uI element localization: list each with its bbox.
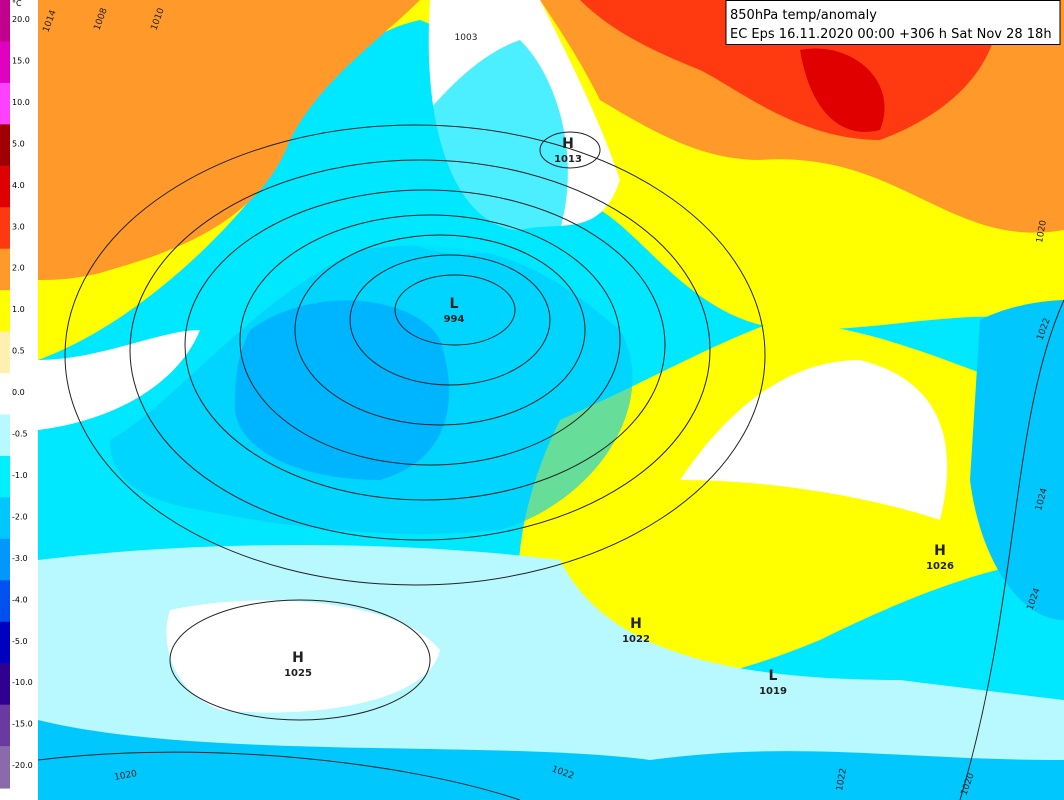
legend-band [0,207,10,250]
cold-zone [110,245,633,534]
center-letter: H [292,650,304,666]
legend-label: 1.0 [12,305,25,314]
warm-zone [38,0,420,280]
legend-label: -4.0 [12,595,28,604]
legend-label: -5.0 [12,637,28,646]
isobars [37,124,1064,800]
legend-label: -2.0 [12,512,28,521]
legend-band [0,497,10,540]
legend-label: -20.0 [12,761,33,770]
legend-label: 20.0 [12,15,30,24]
legend-band [0,290,10,333]
isobar-label: 1020 [114,769,139,783]
cold-zone [38,720,1064,800]
legend-band [0,538,10,582]
legend-band [0,124,10,167]
neutral-zone [680,360,948,520]
legend-label: -1.0 [12,471,28,480]
legend-label: 0.5 [12,347,25,356]
legend-band [0,414,10,457]
legend-band [0,0,10,43]
legend-band [0,82,10,126]
isobar-label: 1003 [455,33,478,43]
legend-band [0,580,10,623]
center-letter: L [769,668,778,684]
center-letter: H [630,616,642,632]
legend-band [0,746,10,789]
legend-label: 10.0 [12,98,30,107]
center-value: 994 [444,314,465,325]
legend-band [0,248,10,292]
legend-band [0,41,10,84]
map-field [38,0,1064,800]
neutral-zone [38,330,200,430]
center-letter: L [450,296,459,312]
title-line: 850hPa temp/anomaly [730,8,877,23]
isobar-label: 1022 [835,768,849,792]
legend-unit: °C [12,0,22,8]
legend-band [0,331,10,375]
legend-band [0,165,10,209]
greenland [360,40,568,254]
legend-label: -0.5 [12,430,28,439]
legend-label: 4.0 [12,181,25,190]
legend-bands: 20.0 15.0 10.0 5.0 4.0 3.0 2.0 1.0 0.5 0.0 -0.5 -1.… [0,0,33,789]
legend-label: 15.0 [12,56,30,65]
warm-zone [800,48,885,132]
legend-band [0,663,10,706]
center-value: 1013 [554,154,582,165]
legend-label: -15.0 [12,720,33,729]
center-value: 1022 [622,634,650,645]
center-value: 1026 [926,561,954,572]
center-value: 1025 [284,668,312,679]
center-value: 1019 [759,686,787,697]
neutral-zone [166,600,440,713]
legend-label: 5.0 [12,139,25,148]
isobar-label: 1020 [1035,219,1049,244]
cold-zone [970,300,1064,620]
legend: 20.0 15.0 10.0 5.0 4.0 3.0 2.0 1.0 0.5 0.0 -0.5 -1.… [0,0,38,800]
title-line: EC Eps 16.11.2020 00:00 +306 h Sat Nov 2… [730,27,1052,42]
legend-band [0,621,10,665]
center-letter: H [562,136,574,152]
legend-label: 3.0 [12,222,25,231]
title-frame [725,0,1061,45]
legend-label: 2.0 [12,264,25,273]
center-letter: H [934,543,946,559]
title-box: 850hPa temp/anomaly EC Eps 16.11.2020 00… [725,0,1061,45]
legend-band [0,704,10,748]
legend-label: -3.0 [12,554,28,563]
legend-band [0,373,10,416]
legend-label: -10.0 [12,678,33,687]
legend-band [0,455,10,499]
legend-label: 0.0 [12,388,25,397]
